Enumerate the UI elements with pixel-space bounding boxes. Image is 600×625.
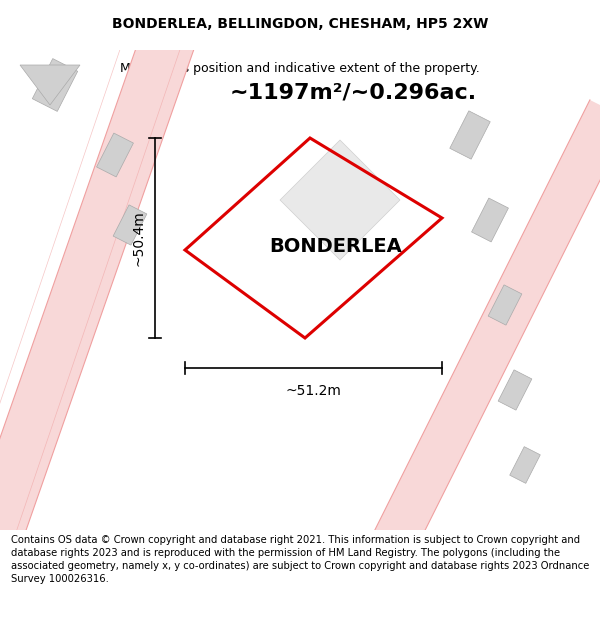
Text: Contains OS data © Crown copyright and database right 2021. This information is : Contains OS data © Crown copyright and d… bbox=[11, 535, 589, 584]
Text: ~50.4m: ~50.4m bbox=[131, 210, 145, 266]
Polygon shape bbox=[97, 133, 133, 177]
Text: ~51.2m: ~51.2m bbox=[286, 384, 341, 398]
Polygon shape bbox=[370, 100, 600, 560]
Text: BONDERLEA: BONDERLEA bbox=[269, 236, 402, 256]
Polygon shape bbox=[0, 11, 201, 559]
Polygon shape bbox=[450, 111, 490, 159]
Polygon shape bbox=[280, 140, 400, 260]
Text: Map shows position and indicative extent of the property.: Map shows position and indicative extent… bbox=[120, 62, 480, 75]
Text: BONDERLEA, BELLINGDON, CHESHAM, HP5 2XW: BONDERLEA, BELLINGDON, CHESHAM, HP5 2XW bbox=[112, 17, 488, 31]
Text: ~1197m²/~0.296ac.: ~1197m²/~0.296ac. bbox=[230, 82, 477, 102]
Polygon shape bbox=[472, 198, 508, 242]
Polygon shape bbox=[488, 285, 522, 325]
Polygon shape bbox=[510, 447, 540, 483]
Polygon shape bbox=[20, 65, 80, 105]
Polygon shape bbox=[113, 205, 147, 245]
Polygon shape bbox=[32, 59, 77, 111]
Polygon shape bbox=[498, 370, 532, 410]
